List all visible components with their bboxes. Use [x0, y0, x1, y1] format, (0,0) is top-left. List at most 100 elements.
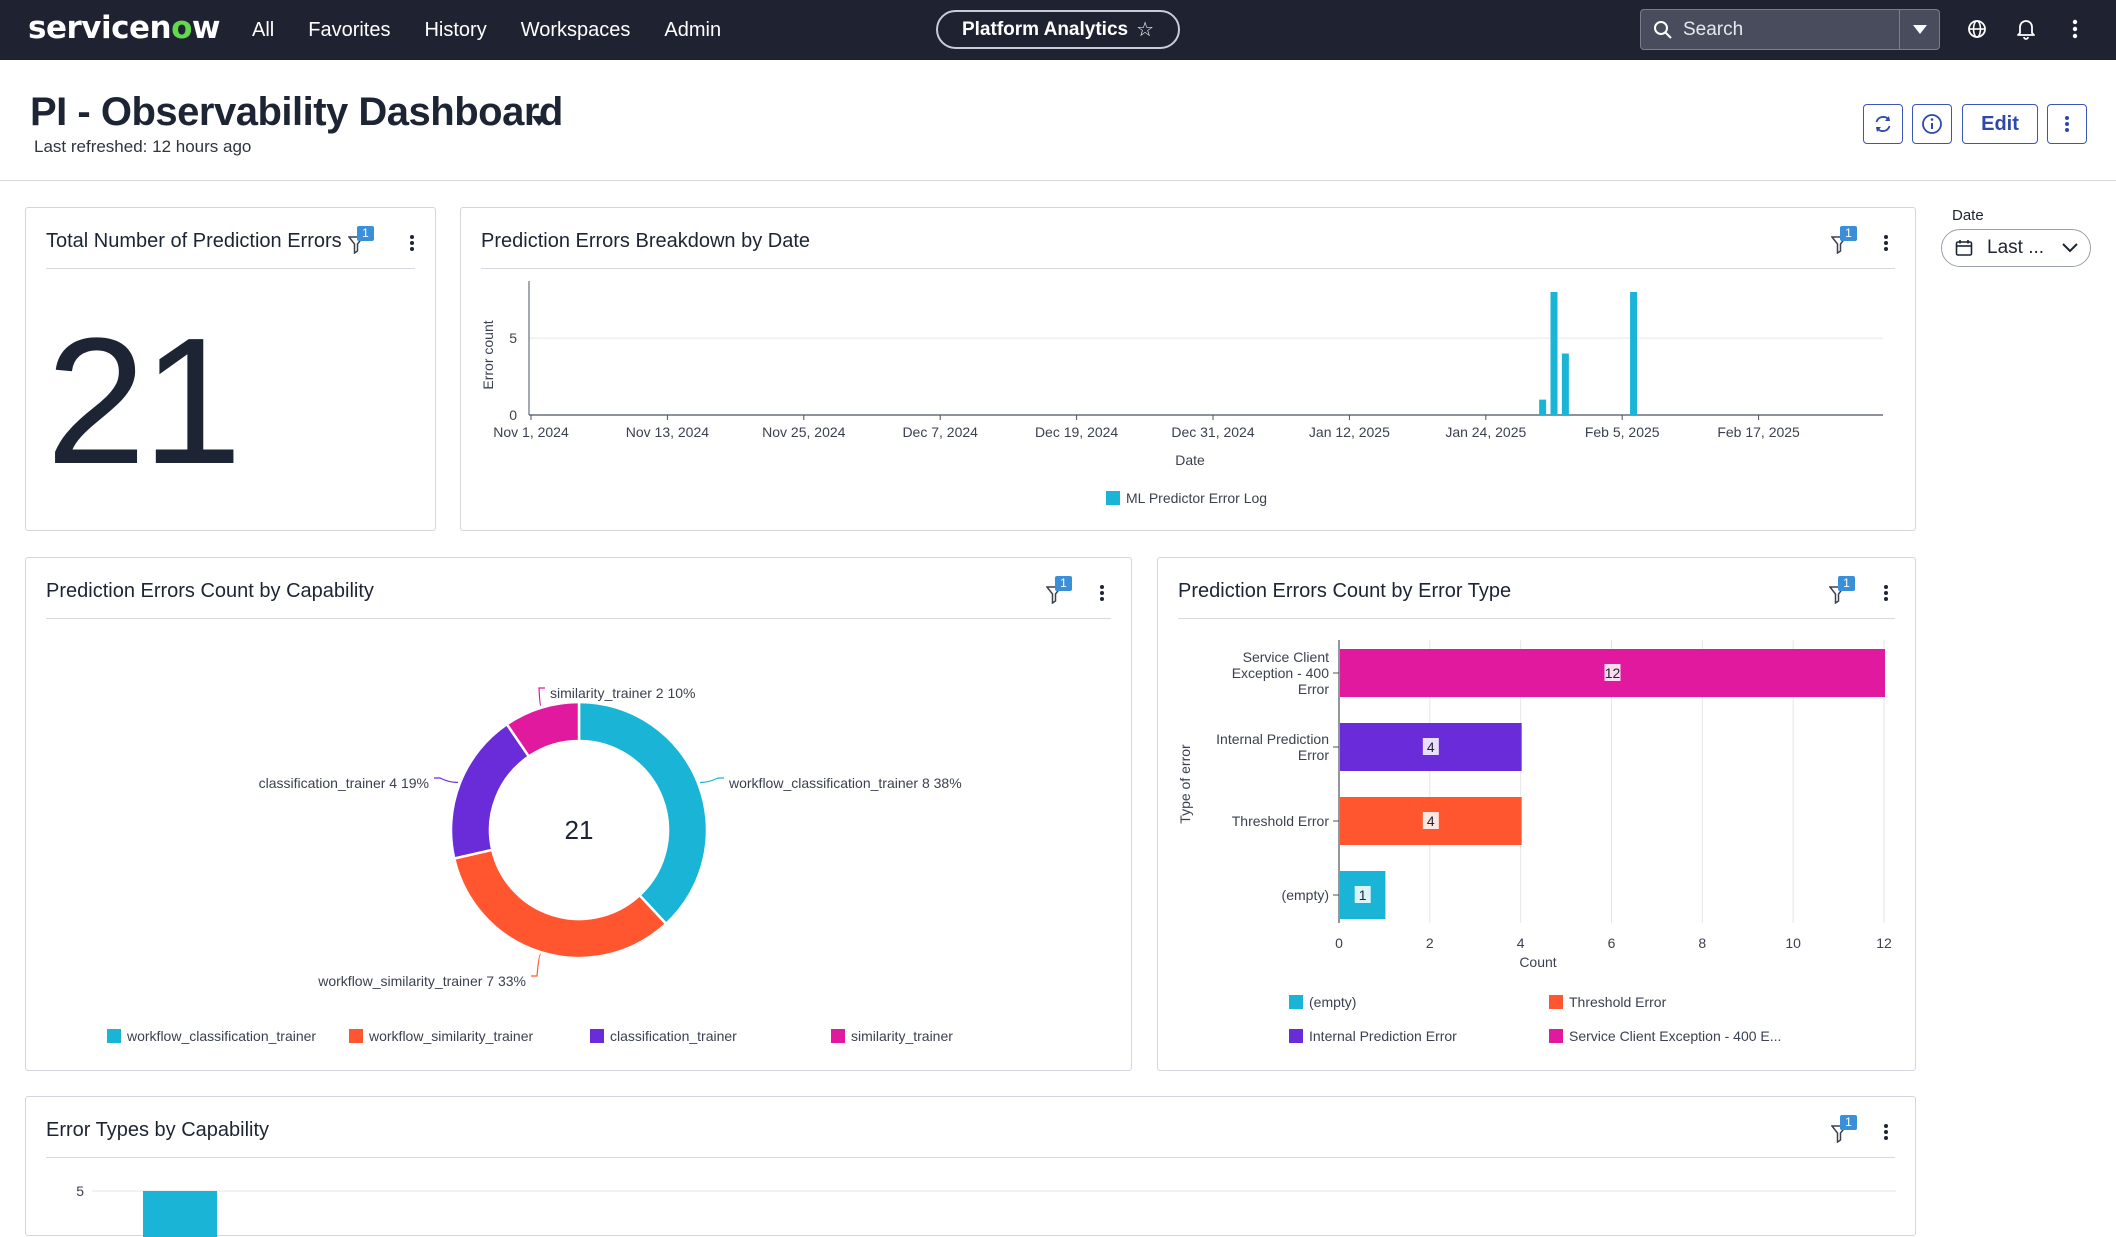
legend-item-workflow-classification[interactable]: workflow_classification_trainer: [107, 1028, 316, 1044]
legend-label: workflow_similarity_trainer: [369, 1028, 534, 1044]
card-title: Error Types by Capability: [46, 1119, 270, 1141]
leader-line: [700, 777, 724, 784]
star-icon[interactable]: ☆: [1136, 19, 1155, 41]
card-title: Prediction Errors Breakdown by Date: [481, 230, 811, 252]
bar: [1561, 353, 1569, 415]
legend-swatch: [1549, 995, 1563, 1009]
more-options-icon[interactable]: [2062, 16, 2088, 42]
legend-item-service-client[interactable]: Service Client Exception - 400 E...: [1549, 1028, 1781, 1044]
servicenow-logo[interactable]: servicenow: [28, 10, 221, 46]
error-types-by-capability-chart: 5: [76, 1183, 1896, 1237]
data-label-bg: [1604, 664, 1621, 681]
card-more-button[interactable]: [402, 230, 422, 256]
more-options-icon: [2065, 116, 2069, 132]
info-button[interactable]: [1912, 104, 1952, 144]
y-axis-title: Type of error: [1177, 744, 1193, 824]
data-label: 12: [1605, 665, 1621, 681]
bar: [1630, 292, 1638, 415]
legend-swatch: [1289, 1029, 1303, 1043]
search-input[interactable]: [1683, 18, 1883, 41]
filter-count-badge: 1: [1840, 226, 1857, 241]
legend-swatch: [1106, 491, 1120, 505]
legend-item-empty[interactable]: (empty): [1289, 994, 1356, 1010]
date-filter-select[interactable]: Last ...: [1941, 229, 2091, 267]
more-options-icon: [1884, 585, 1888, 601]
nav-item-admin[interactable]: Admin: [664, 18, 722, 41]
legend-label: Internal Prediction Error: [1309, 1028, 1457, 1044]
y-tick-label: Error: [1298, 747, 1329, 763]
globe-icon[interactable]: [1964, 16, 1990, 42]
legend-label: Service Client Exception - 400 E...: [1569, 1028, 1782, 1044]
y-tick-label: (empty): [1282, 887, 1329, 903]
legend-label: workflow_classification_trainer: [127, 1028, 317, 1044]
x-tick-label: 0: [1335, 935, 1343, 951]
x-tick-label: Nov 25, 2024: [762, 424, 845, 440]
total-errors-value: 21: [46, 301, 242, 502]
card-more-button[interactable]: [1092, 580, 1112, 606]
x-tick-label: Dec 19, 2024: [1035, 424, 1118, 440]
app-context-pill[interactable]: Platform Analytics ☆: [936, 10, 1180, 49]
card-divider: [46, 268, 415, 269]
bar: [1539, 399, 1547, 415]
filter-indicator[interactable]: 1: [1829, 226, 1859, 258]
edit-button[interactable]: Edit: [1962, 104, 2038, 144]
card-more-button[interactable]: [1876, 580, 1896, 606]
global-search: [1640, 9, 1940, 50]
card-divider: [481, 268, 1895, 269]
card-more-button[interactable]: [1876, 1119, 1896, 1145]
legend-item-threshold[interactable]: Threshold Error: [1549, 994, 1666, 1010]
slice-label: workflow_classification_trainer 8 38%: [728, 775, 962, 791]
legend-label: similarity_trainer: [851, 1028, 953, 1044]
bell-icon[interactable]: [2013, 16, 2039, 42]
y-tick-label: Internal Prediction: [1216, 731, 1329, 747]
filter-count-badge: 1: [1838, 576, 1855, 591]
legend-item-internal-prediction[interactable]: Internal Prediction Error: [1289, 1028, 1457, 1044]
x-axis-title: Date: [1175, 452, 1205, 468]
x-tick-label: Jan 24, 2025: [1445, 424, 1526, 440]
card-divider: [1178, 618, 1895, 619]
legend-item-workflow-similarity[interactable]: workflow_similarity_trainer: [349, 1028, 533, 1044]
search-icon: [1654, 20, 1672, 39]
dashboard-more-button[interactable]: [2047, 104, 2087, 144]
leader-line: [434, 777, 458, 784]
filter-indicator[interactable]: 1: [1829, 1115, 1859, 1147]
nav-item-workspaces[interactable]: Workspaces: [520, 18, 631, 41]
legend-swatch: [590, 1029, 604, 1043]
x-tick-label: 6: [1608, 935, 1616, 951]
x-tick-label: Jan 12, 2025: [1309, 424, 1390, 440]
legend-item[interactable]: ML Predictor Error Log: [1106, 490, 1267, 506]
nav-item-favorites[interactable]: Favorites: [308, 18, 391, 41]
caret-down-icon[interactable]: [532, 116, 546, 126]
caret-down-icon: [1912, 25, 1927, 34]
nav-item-all[interactable]: All: [252, 18, 275, 41]
card-divider: [46, 618, 1111, 619]
filter-count-badge: 1: [1055, 576, 1072, 591]
filter-indicator[interactable]: 1: [346, 226, 376, 258]
errors-by-type-card: Prediction Errors Count by Error Type 1 …: [1157, 557, 1916, 1071]
filter-indicator[interactable]: 1: [1044, 576, 1074, 608]
y-axis-title: Error count: [480, 320, 496, 389]
chevron-down-icon: [2062, 243, 2078, 253]
legend-label: (empty): [1309, 994, 1357, 1010]
y-tick-label: 5: [76, 1183, 84, 1199]
x-tick-label: Nov 1, 2024: [493, 424, 569, 440]
x-tick-label: 8: [1698, 935, 1706, 951]
errors-by-capability-card: Prediction Errors Count by Capability 1 …: [25, 557, 1132, 1071]
legend-label: Threshold Error: [1569, 994, 1667, 1010]
legend-item-similarity[interactable]: similarity_trainer: [831, 1028, 953, 1044]
x-tick-label: Dec 31, 2024: [1171, 424, 1254, 440]
legend-item-classification[interactable]: classification_trainer: [590, 1028, 737, 1044]
data-label-bg: [1422, 812, 1439, 829]
nav-item-history[interactable]: History: [424, 18, 487, 41]
calendar-icon: [1955, 240, 1973, 256]
errors-by-capability-donut: workflow_classification_trainer 8 38% wor…: [259, 685, 962, 989]
filter-count-badge: 1: [357, 226, 374, 241]
refresh-button[interactable]: [1863, 104, 1903, 144]
more-options-icon: [410, 235, 414, 251]
x-tick-label: Feb 17, 2025: [1717, 424, 1800, 440]
card-more-button[interactable]: [1876, 230, 1896, 256]
x-tick-label: 10: [1785, 935, 1801, 951]
filter-indicator[interactable]: 1: [1827, 576, 1857, 608]
main-menu: All Favorites History Workspaces Admin: [252, 0, 755, 60]
search-scope-dropdown[interactable]: [1899, 10, 1939, 49]
